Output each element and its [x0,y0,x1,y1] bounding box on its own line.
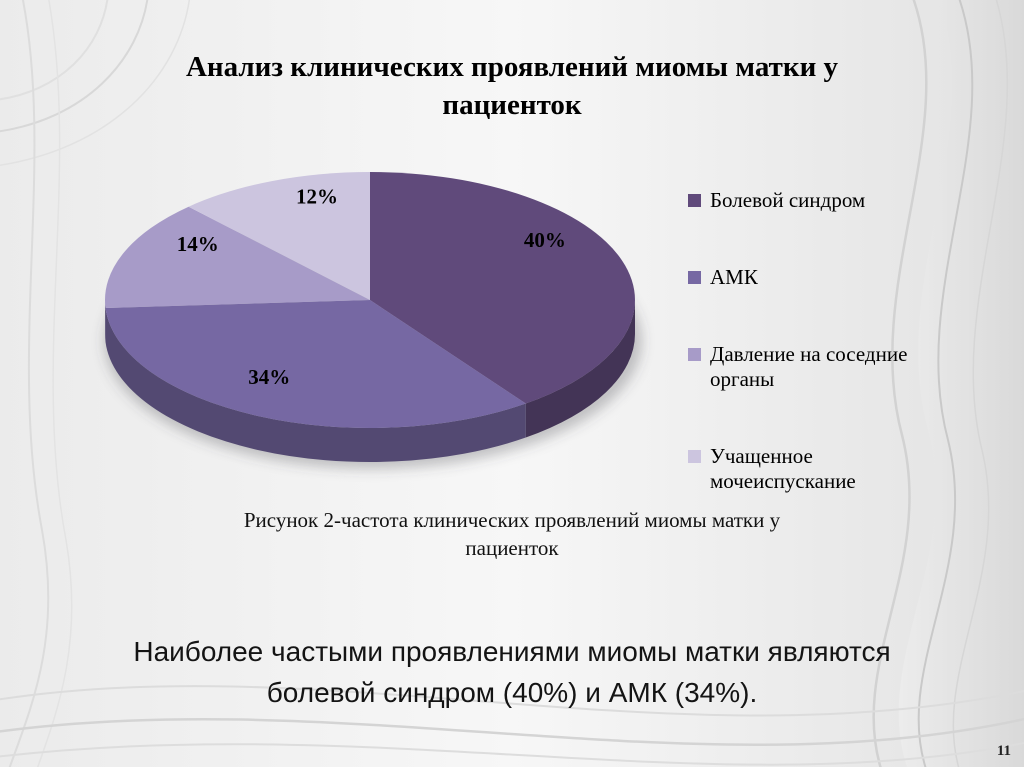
legend-swatch-icon [688,348,701,361]
title-line-2: пациенток [442,89,582,122]
pie-chart-svg: 40% 34% 14% 12% [104,172,642,469]
pie-slice-2 [105,300,526,428]
pie-data-label: 12% [296,185,338,209]
pie-slice-side [525,300,635,438]
legend-item: АМК [688,265,940,290]
pie-slice-4 [188,172,370,300]
pie-data-label: 34% [248,365,290,389]
pie-slice-1 [370,172,635,404]
title-line-1: Анализ клинических проявлений миомы матк… [185,51,839,83]
pie-slice-side [105,308,526,462]
caption-line-1: Рисунок 2-частота клинических проявлений… [243,508,781,532]
pie-slice-3 [104,206,371,309]
caption-line-2: пациенток [465,536,559,561]
legend-swatch-icon [688,450,701,463]
legend: Болевой синдром АМК Давление на соседние о… [688,188,940,546]
pie-data-label: 40% [524,228,566,252]
conclusion-line-1: Наиболее частыми проявлениями миомы матк… [133,636,891,667]
pie-chart: 40% 34% 14% 12% [40,150,700,510]
pie-group: 40% 34% 14% 12% [104,172,642,469]
legend-label: АМК [710,265,758,289]
pie-slice-side [104,300,106,343]
pie-data-label: 14% [177,232,219,256]
legend-swatch-icon [688,194,701,207]
legend-item: Учащенное мочеиспускание [688,444,940,494]
legend-item: Болевой синдром [688,188,940,213]
legend-label: Болевой синдром [710,188,866,212]
conclusion-text: Наиболее частыми проявлениями миомы матк… [0,632,1024,713]
figure-caption: Рисунок 2-частота клинических проявлений… [0,506,1024,563]
legend-label: Учащенное мочеиспускание [710,444,856,493]
legend-swatch-icon [688,271,701,284]
page-number: 11 [996,743,1011,759]
conclusion-line-2: болевой синдром (40%) и АМК (34%). [266,676,758,708]
slide-title: Анализ клинических проявлений миомы матк… [0,48,1024,125]
legend-item: Давление на соседние органы [688,342,940,392]
legend-label: Давление на соседние органы [710,342,908,391]
